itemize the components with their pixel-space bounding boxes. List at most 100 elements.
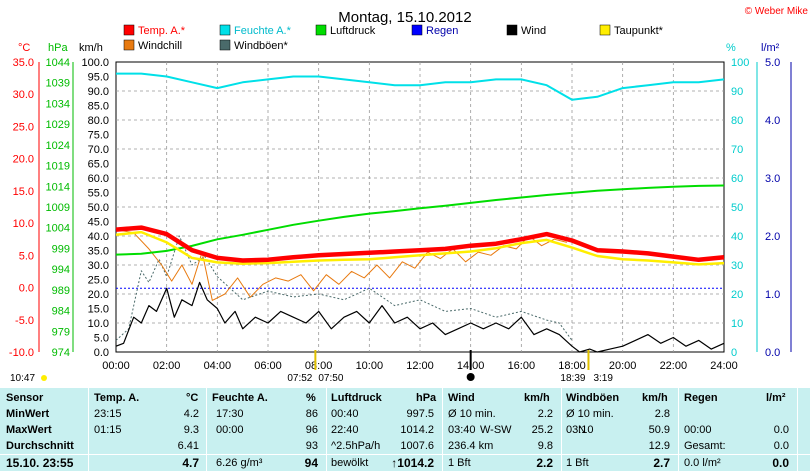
x-tick-label: 10:00	[356, 360, 384, 372]
wind-tick-label: 65.0	[88, 159, 109, 171]
x-tick-label: 08:00	[305, 360, 333, 372]
temp-tick-label: -5.0	[15, 315, 34, 327]
x-tick-label: 24:00	[710, 360, 738, 372]
wind-tick-label: 40.0	[88, 231, 109, 243]
pressure-tick-label: 984	[52, 306, 70, 318]
wind-tick-label: 35.0	[88, 246, 109, 258]
wind-tick-label: 85.0	[88, 101, 109, 113]
table-cell-t-val: 4.2	[183, 408, 199, 420]
moon-label: 3:19	[593, 373, 613, 384]
humidity-tick-label: 60	[731, 173, 743, 185]
humidity-tick-label: 30	[731, 260, 743, 272]
table-cell-r-a: 0.0 l/m²	[684, 457, 721, 469]
table-cell-w-val: 2.2	[536, 456, 553, 470]
table-cell-w-a: 236.4 km	[448, 440, 494, 452]
table-cell-w-val: 2.2	[537, 408, 553, 420]
humidity-tick-label: 90	[731, 86, 743, 98]
temp-tick-label: 25.0	[13, 121, 34, 133]
x-tick-label: 16:00	[508, 360, 536, 372]
wind-tick-label: 90.0	[88, 86, 109, 98]
legend-swatch	[599, 24, 611, 36]
x-tick-label: 00:00	[102, 360, 130, 372]
table-cell-t-val: 9.3	[183, 424, 199, 436]
humidity-tick-label: 50	[731, 202, 743, 214]
table-cell-r-val: 0.0	[772, 456, 789, 470]
legend-label: Feuchte A.*	[234, 25, 292, 37]
sun-markers: 10:47 07:52 07:50 18:39 3:19	[10, 350, 613, 384]
chart-legend: Temp. A.* Feuchte A.* Luftdruck Regen Wind Ta…	[123, 24, 664, 52]
table-cell-r-a: 00:00	[684, 424, 712, 436]
table-cell-h-val: 94	[304, 456, 318, 470]
rain-tick-label: 3.0	[765, 173, 780, 185]
legend-label: Windböen*	[234, 40, 289, 52]
wind-tick-label: 5.0	[94, 333, 109, 345]
table-header-row: Sensor Temp. A. °C Feuchte A. % Luftdruc…	[0, 390, 810, 406]
table-cell-r-a: Gesamt:	[684, 440, 726, 452]
table-cell-g-a: 03:10	[566, 424, 594, 436]
table-cell-p-time: bewölkt	[331, 457, 369, 469]
temp-tick-label: 20.0	[13, 154, 34, 166]
wind-tick-label: 30.0	[88, 260, 109, 272]
table-cell-g-val: 50.9	[648, 424, 670, 436]
pressure-tick-label: 1019	[46, 161, 70, 173]
pressure-tick-label: 1029	[46, 119, 70, 131]
table-cell-h-time: 6.26 g/m³	[216, 457, 263, 469]
temp-tick-label: 0.0	[19, 283, 34, 295]
table-cell-g-b: N	[578, 424, 586, 436]
wind-tick-label: 15.0	[88, 304, 109, 316]
legend-swatch	[123, 24, 135, 36]
sunrise-label-2: 07:50	[318, 373, 343, 384]
pressure-tick-label: 1004	[46, 223, 70, 235]
legend-swatch	[506, 24, 518, 36]
series-line	[115, 229, 568, 301]
header-gust-unit: km/h	[642, 392, 668, 404]
table-cell-g-val: 2.7	[653, 456, 670, 470]
legend-label: Luftdruck	[330, 25, 376, 37]
table-cell-t-time: 01:15	[94, 424, 122, 436]
wind-tick-label: 75.0	[88, 130, 109, 142]
humidity-unit-label: %	[726, 42, 736, 54]
table-cell-g-val: 2.8	[654, 408, 670, 420]
humidity-tick-label: 0	[731, 347, 737, 359]
pressure-unit-label: hPa	[48, 42, 68, 54]
temp-unit-label: °C	[18, 42, 30, 54]
table-cell-h-time: 00:00	[216, 424, 244, 436]
x-tick-label: 12:00	[406, 360, 434, 372]
table-cell-w-b: W-SW	[480, 424, 512, 436]
table-cell-t-val: 6.41	[177, 440, 199, 452]
legend-label: Windchill	[138, 40, 182, 52]
chart-axes: 35.0 30.0 25.0 20.0 15.0 10.0 5.0 0.0 -5.0 -10.0 1…	[9, 57, 792, 372]
table-cell-w-val: 9.8	[537, 440, 553, 452]
pressure-tick-label: 1009	[46, 202, 70, 214]
pressure-tick-label: 1034	[46, 98, 70, 110]
legend-label: Taupunkt*	[614, 25, 664, 37]
pressure-tick-label: 1014	[46, 181, 70, 193]
x-tick-label: 04:00	[204, 360, 232, 372]
table-cell-label: MaxWert	[6, 424, 52, 436]
table-cell-r-val: 0.0	[773, 424, 789, 436]
table-row: 15.10. 23:55 4.7 6.26 g/m³ 94 bewölkt ↑1014.2…	[0, 454, 810, 471]
table-cell-w-val: 25.2	[531, 424, 553, 436]
wind-tick-label: 50.0	[88, 202, 109, 214]
sunrise-label: 07:52	[287, 373, 312, 384]
x-tick-label: 02:00	[153, 360, 181, 372]
table-cell-t-val: 4.7	[182, 456, 199, 470]
rain-tick-label: 0.0	[765, 347, 780, 359]
table-cell-label: 15.10. 23:55	[6, 456, 74, 470]
temp-tick-label: 5.0	[19, 250, 34, 262]
series-line	[115, 184, 725, 256]
temp-tick-label: 30.0	[13, 89, 34, 101]
pressure-tick-label: 1044	[46, 57, 70, 69]
rain-tick-label: 4.0	[765, 115, 780, 127]
header-temp: Temp. A.	[94, 392, 140, 404]
x-tick-label: 20:00	[609, 360, 637, 372]
table-cell-p-val: 1007.6	[400, 440, 434, 452]
x-tick-label: 18:00	[558, 360, 586, 372]
header-rain-unit: l/m²	[766, 392, 786, 404]
table-cell-w-a: 1 Bft	[448, 457, 471, 469]
table-cell-h-val: 93	[305, 440, 318, 452]
wind-tick-label: 80.0	[88, 115, 109, 127]
table-row: MinWert 23:15 4.2 17:30 86 00:40 997.5 Ø 10 min…	[0, 406, 810, 422]
pressure-tick-label: 989	[52, 285, 70, 297]
temp-tick-label: -10.0	[9, 347, 34, 359]
